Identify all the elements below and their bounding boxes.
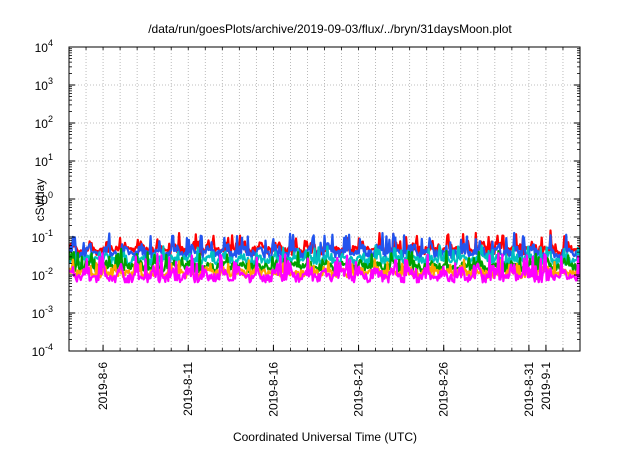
y-tick-label: 104	[35, 38, 53, 55]
x-tick-label: 2019-8-11	[181, 362, 195, 416]
x-tick-label: 2019-8-31	[522, 362, 536, 417]
x-tick-label: 2019-9-1	[539, 362, 553, 410]
x-tick-label: 2019-8-16	[266, 362, 280, 417]
y-tick-label: 103	[35, 76, 53, 93]
y-tick-label: 10-2	[32, 266, 53, 283]
y-axis-label: cSv/day	[33, 179, 47, 222]
x-tick-label: 2019-8-26	[437, 362, 451, 417]
plot-frame	[68, 46, 581, 352]
chart-title: /data/run/goesPlots/archive/2019-09-03/f…	[148, 22, 512, 36]
x-tick-label: 2019-8-6	[96, 362, 110, 410]
x-tick-label: 2019-8-21	[352, 362, 366, 417]
x-axis-label: Coordinated Universal Time (UTC)	[233, 430, 417, 444]
y-tick-label: 102	[35, 114, 53, 131]
y-tick-label: 10-3	[32, 304, 53, 321]
y-tick-label: 100	[35, 190, 53, 207]
y-tick-label: 10-4	[32, 342, 53, 359]
y-tick-label: 101	[35, 152, 53, 169]
series-line-5	[69, 252, 580, 284]
y-tick-label: 10-1	[32, 228, 53, 245]
series-line-3	[69, 247, 580, 274]
